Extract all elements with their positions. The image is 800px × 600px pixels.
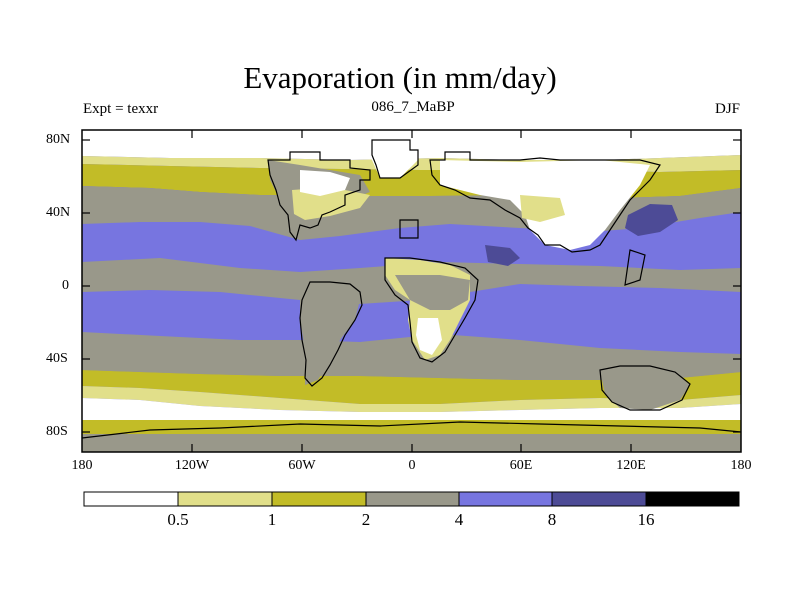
lat-label-0: 0 (62, 278, 69, 293)
lon-label-0: 0 (408, 458, 416, 473)
colorbar-bin-5 (458, 491, 553, 507)
colorbar-bin-2 (177, 491, 273, 507)
colorbar-bin-6 (551, 491, 647, 507)
colorbar (83, 491, 740, 507)
band-south-olive (82, 370, 741, 404)
land-greenland (370, 140, 418, 178)
coast-south-america (299, 281, 363, 387)
colorbar-bin-3 (271, 491, 367, 507)
lon-label-120w: 120W (174, 458, 210, 473)
colorbar-label-0-5: 0.5 (167, 510, 189, 529)
band-south-gray (82, 332, 741, 380)
lat-label-80n: 80N (46, 132, 71, 147)
map-title: Evaporation (in mm/day) (243, 60, 557, 95)
coast-greenland (371, 139, 419, 179)
lon-label-180e: 180 (730, 458, 752, 473)
band-south-pale (82, 386, 741, 412)
coast-antarctica (81, 421, 742, 439)
coast-north-america (267, 151, 371, 242)
map-panel (81, 129, 742, 453)
band-south-polar-white (82, 398, 741, 420)
land-north-america-white (300, 170, 350, 196)
coast-australia (599, 365, 691, 411)
colorbar-bin-7 (645, 491, 740, 507)
period-label: 086_7_MaBP (371, 99, 455, 115)
lat-label-40s: 40S (46, 351, 68, 366)
land-north-america-pale (292, 188, 370, 220)
colorbar-label-4: 4 (454, 510, 464, 529)
coastline-outlines (81, 139, 742, 439)
lon-label-120e: 120E (616, 458, 646, 473)
experiment-label: Expt = texxr (83, 101, 159, 117)
lon-label-180w: 180 (71, 458, 93, 473)
patch-indian-dark-blue (485, 245, 520, 266)
band-antarctic-gray (82, 434, 741, 452)
colorbar-bin-1 (83, 491, 179, 507)
colorbar-label-16: 16 (637, 510, 655, 529)
land-eurasia-pale (520, 195, 565, 222)
lat-label-80s: 80S (46, 424, 68, 439)
colorbar-bin-4 (365, 491, 460, 507)
axis-ticks (82, 130, 741, 452)
patch-kuroshio-dark-blue (625, 204, 678, 236)
land-australia (600, 366, 690, 410)
colorbar-label-8: 8 (547, 510, 557, 529)
season-label: DJF (714, 101, 740, 117)
colorbar-label-2: 2 (361, 510, 371, 529)
land-south-america (300, 282, 360, 385)
lon-label-60e: 60E (509, 458, 533, 473)
coast-africa (384, 257, 479, 363)
land-africa-gray (395, 275, 470, 310)
land-africa-white (416, 318, 442, 355)
colorbar-label-1: 1 (267, 510, 277, 529)
lon-label-60w: 60W (288, 458, 316, 473)
lat-label-40n: 40N (46, 205, 71, 220)
coast-eurasia (429, 151, 661, 253)
coast-islands-sea (399, 219, 646, 286)
